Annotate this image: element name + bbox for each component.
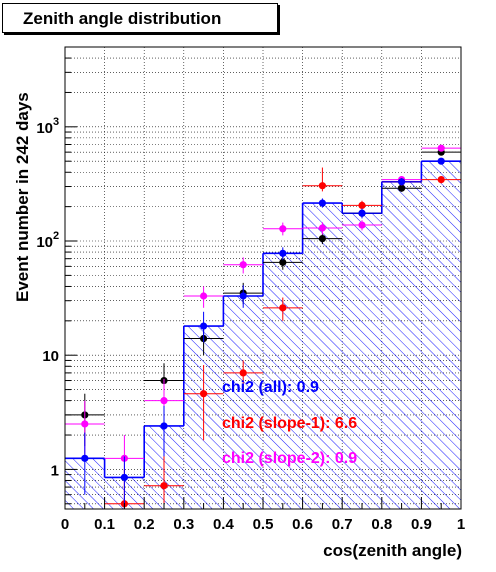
data-point: [358, 201, 366, 210]
x-tick-label: 0.5: [253, 516, 274, 533]
data-point: [398, 184, 406, 192]
data-point: [358, 209, 366, 217]
data-point: [398, 178, 406, 186]
x-axis-title: cos(zenith angle): [323, 541, 462, 560]
x-tick-label: 0.2: [134, 516, 155, 533]
series-expectation-points: [65, 157, 461, 509]
expectation-fill: [65, 161, 461, 509]
data-point: [279, 249, 287, 257]
data-point: [318, 224, 326, 232]
data-point: [160, 482, 168, 490]
y-tick-label: 10: [36, 120, 53, 137]
data-point: [81, 420, 89, 428]
data-points: [65, 144, 461, 509]
data-point: [437, 144, 445, 152]
data-point: [318, 182, 326, 190]
title-box: Zenith angle distribution: [2, 3, 278, 33]
y-tick-exponent: 3: [53, 116, 59, 128]
x-tick-label: 0.3: [173, 516, 194, 533]
y-tick-label: 10: [36, 234, 53, 251]
x-tick-label: 1: [457, 516, 465, 533]
data-point: [437, 175, 445, 184]
x-tick-label: 0.9: [411, 516, 432, 533]
x-tick-label: 0.1: [94, 516, 115, 533]
y-tick-label: 1: [51, 462, 59, 479]
series-slope-1: [104, 167, 461, 509]
data-point: [200, 390, 208, 398]
data-point: [279, 258, 287, 266]
data-point: [239, 292, 247, 300]
data-point: [239, 369, 247, 377]
x-tick-label: 0.4: [213, 516, 235, 533]
data-point: [160, 422, 168, 430]
data-point: [120, 473, 128, 482]
chart-title: Zenith angle distribution: [23, 9, 222, 28]
x-tick-label: 0.6: [292, 516, 313, 533]
axis-labels: cos(zenith angle) Event number in 242 da…: [13, 92, 462, 560]
data-point: [318, 199, 326, 207]
data-point: [200, 322, 208, 330]
chi2-annotations: chi2 (all): 0.9 chi2 (slope-1): 6.6 chi2 (…: [222, 379, 357, 467]
y-tick-label: 10: [42, 348, 59, 365]
data-point: [239, 261, 247, 269]
x-tick-label: 0: [61, 516, 69, 533]
chi2-annotation: chi2 (all): 0.9: [222, 379, 319, 396]
x-tick-label: 0.8: [371, 516, 392, 533]
data-point: [279, 304, 287, 312]
chi2-annotation: chi2 (slope-1): 6.6: [222, 415, 357, 432]
data-point: [81, 454, 89, 462]
y-tick-exponent: 2: [53, 230, 59, 242]
y-axis-title: Event number in 242 days: [13, 92, 32, 302]
data-point: [318, 234, 326, 243]
data-point: [160, 397, 168, 405]
data-point: [437, 157, 445, 165]
data-point: [200, 292, 208, 300]
chi2-annotation: chi2 (slope-2): 0.9: [222, 450, 357, 467]
data-point: [279, 225, 287, 233]
x-tick-label: 0.7: [332, 516, 353, 533]
data-point: [358, 221, 366, 229]
